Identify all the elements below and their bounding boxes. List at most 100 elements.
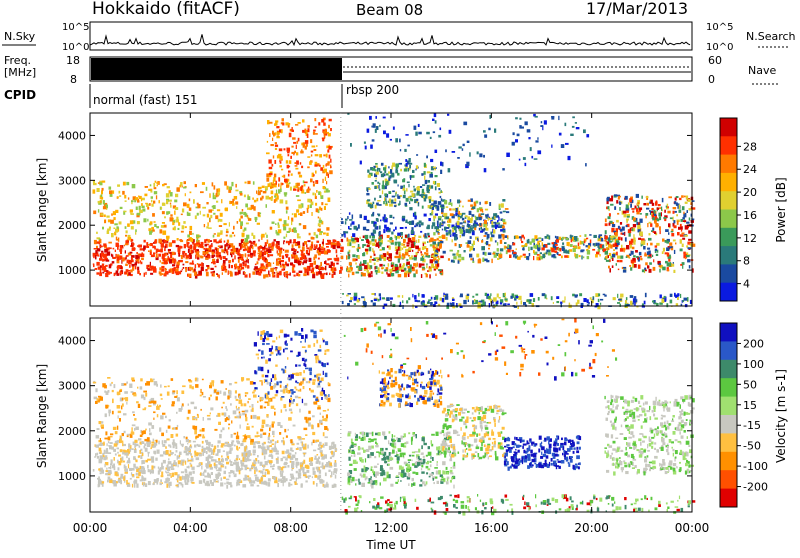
scatter-cell (185, 253, 187, 256)
scatter-cell (613, 297, 616, 300)
scatter-cell (147, 207, 149, 210)
scatter-cell (459, 303, 462, 305)
scatter-cell (323, 418, 327, 421)
scatter-cell (427, 180, 430, 183)
scatter-cell (216, 470, 218, 472)
scatter-cell (139, 273, 141, 275)
scatter-cell (161, 472, 163, 476)
scatter-cell (219, 434, 222, 438)
scatter-cell (243, 264, 245, 266)
scatter-cell (323, 123, 326, 126)
scatter-cell (660, 231, 661, 235)
scatter-cell (540, 252, 542, 254)
scatter-cell (313, 181, 315, 183)
scatter-cell (653, 267, 656, 271)
scatter-cell (166, 200, 168, 204)
scatter-cell (231, 420, 232, 423)
scatter-cell (647, 248, 650, 250)
scatter-cell (457, 157, 460, 159)
scatter-cell (516, 302, 517, 305)
scatter-cell (218, 219, 219, 222)
scatter-cell (194, 455, 195, 457)
scatter-cell (290, 448, 292, 452)
scatter-cell (297, 233, 299, 237)
scatter-cell (299, 271, 303, 273)
scatter-cell (434, 226, 438, 229)
scatter-cell (152, 213, 155, 217)
scatter-cell (377, 299, 379, 302)
scatter-cell (328, 198, 331, 203)
scatter-cell (332, 456, 335, 458)
scatter-cell (169, 259, 173, 264)
scatter-cell (556, 301, 559, 303)
scatter-cell (235, 382, 238, 384)
scatter-cell (352, 254, 355, 257)
scatter-cell (290, 461, 292, 463)
scatter-cell (316, 467, 319, 470)
scatter-cell (391, 262, 392, 264)
scatter-cell (298, 472, 301, 476)
scatter-cell (503, 303, 506, 305)
scatter-cell (176, 269, 179, 272)
scatter-cell (226, 409, 228, 412)
scatter-cell (134, 484, 136, 488)
nave-tick-top: 60 (708, 54, 722, 67)
scatter-cell (130, 252, 133, 254)
scatter-cell (136, 207, 138, 211)
scatter-cell (370, 145, 373, 149)
scatter-cell (135, 427, 139, 431)
scatter-cell (474, 299, 475, 302)
scatter-cell (567, 242, 570, 246)
scatter-cell (448, 258, 450, 261)
scatter-cell (376, 172, 379, 175)
scatter-cell (272, 272, 274, 276)
scatter-cell (190, 192, 192, 194)
scatter-cell (318, 444, 320, 447)
scatter-cell (295, 243, 298, 246)
scatter-cell (654, 220, 657, 224)
scatter-cell (383, 201, 385, 204)
nsky-trace (90, 34, 690, 45)
scatter-cell (619, 207, 620, 211)
scatter-cell (105, 413, 107, 417)
scatter-cell (235, 184, 237, 188)
scatter-cell (464, 250, 466, 252)
scatter-cell (656, 200, 658, 204)
scatter-cell (284, 179, 288, 183)
scatter-cell (681, 233, 684, 235)
scatter-cell (309, 388, 311, 391)
scatter-cell (358, 255, 360, 259)
scatter-cell (574, 294, 578, 296)
scatter-cell (248, 398, 251, 400)
colorbar-tick-label: 20 (743, 186, 757, 199)
scatter-cell (231, 265, 233, 268)
scatter-cell (225, 442, 229, 444)
scatter-cell (576, 302, 578, 306)
scatter-cell (459, 205, 460, 207)
scatter-cell (186, 454, 188, 456)
scatter-cell (266, 482, 268, 486)
scatter-cell (274, 443, 275, 447)
scatter-cell (252, 392, 255, 394)
scatter-cell (473, 248, 475, 251)
scatter-cell (178, 222, 180, 226)
scatter-cell (501, 203, 504, 207)
scatter-cell (318, 122, 320, 125)
scatter-cell (190, 440, 192, 442)
scatter-cell (408, 238, 412, 242)
scatter-cell (205, 463, 209, 467)
scatter-cell (101, 484, 103, 486)
scatter-cell (315, 154, 319, 156)
scatter-cell (97, 453, 99, 456)
scatter-cell (503, 223, 506, 225)
scatter-cell (99, 448, 102, 452)
scatter-cell (446, 237, 448, 241)
scatter-cell (685, 202, 688, 204)
scatter-cell (216, 255, 219, 258)
scatter-cell (139, 206, 141, 210)
scatter-cell (361, 272, 363, 274)
scatter-cell (304, 255, 306, 259)
scatter-cell (393, 164, 395, 166)
scatter-cell (279, 165, 282, 167)
scatter-cell (186, 244, 188, 247)
